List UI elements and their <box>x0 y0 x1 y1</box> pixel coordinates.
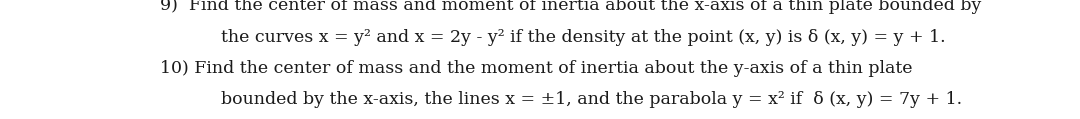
Text: bounded by the x-axis, the lines x = ±1, and the parabola y = x² if  δ (x, y) = : bounded by the x-axis, the lines x = ±1,… <box>221 91 962 108</box>
Text: the curves x = y² and x = 2y - y² if the density at the point (x, y) is δ (x, y): the curves x = y² and x = 2y - y² if the… <box>221 29 946 46</box>
Text: 9)  Find the center of mass and moment of inertia about the x-axis of a thin pla: 9) Find the center of mass and moment of… <box>160 0 982 14</box>
Text: 10) Find the center of mass and the moment of inertia about the y-axis of a thin: 10) Find the center of mass and the mome… <box>160 60 913 77</box>
